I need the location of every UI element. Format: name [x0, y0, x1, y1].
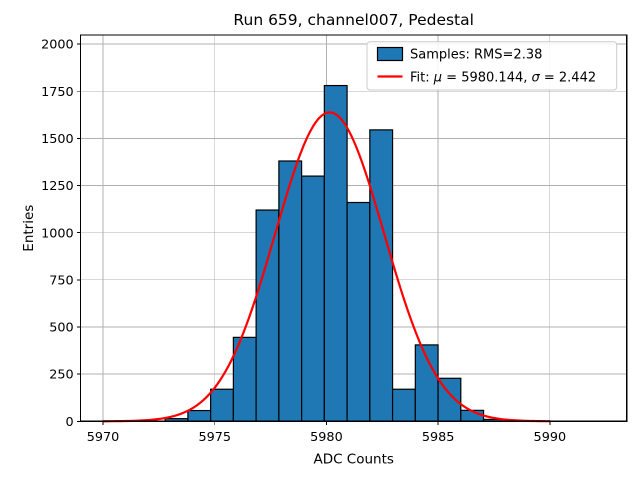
y-tick-label: 1250 [41, 179, 74, 194]
x-tick-label: 5970 [87, 430, 120, 445]
y-tick-label: 750 [49, 273, 73, 288]
x-tick-label: 5975 [198, 430, 231, 445]
histogram-bar [346, 201, 371, 422]
gaussian-fit-curve [101, 111, 551, 423]
legend-fit-label: Fit: μ = 5980.144, σ = 2.442 [410, 71, 596, 86]
y-tick-label: 1000 [41, 226, 74, 241]
x-tick-label: 5985 [422, 430, 455, 445]
axis-tick-labels: 5970 5975 5980 5985 5990 0 250 500 750 1000 1250 15… [41, 38, 566, 445]
histogram-bar [323, 84, 348, 422]
y-tick-label: 2000 [41, 38, 74, 53]
x-tick-label: 5980 [310, 430, 343, 445]
x-axis-label: ADC Counts [313, 452, 393, 468]
legend-samples-label: Samples: RMS=2.38 [410, 48, 542, 63]
histogram-bar [369, 129, 394, 422]
histogram-bar [278, 160, 303, 422]
y-axis-label: Entries [21, 205, 37, 252]
axis-ticks [77, 43, 551, 425]
histogram-bar [187, 409, 212, 422]
histogram-bar [301, 175, 325, 422]
histogram-bar [255, 209, 280, 422]
histogram-bar [391, 388, 416, 422]
legend: Samples: RMS=2.38 Fit: μ = 5980.144, σ =… [366, 41, 618, 91]
y-tick-label: 250 [49, 368, 73, 383]
chart-title: Run 659, channel007, Pedestal [233, 11, 474, 29]
y-tick-label: 0 [66, 415, 74, 430]
x-tick-label: 5990 [534, 430, 567, 445]
legend-box [366, 41, 618, 91]
y-tick-label: 1500 [41, 132, 74, 147]
histogram-bars [164, 84, 507, 422]
y-tick-label: 500 [49, 321, 73, 336]
histogram-bar [210, 388, 234, 422]
y-tick-label: 1750 [41, 85, 74, 100]
legend-samples-swatch [376, 46, 404, 62]
plot-border [80, 34, 628, 422]
